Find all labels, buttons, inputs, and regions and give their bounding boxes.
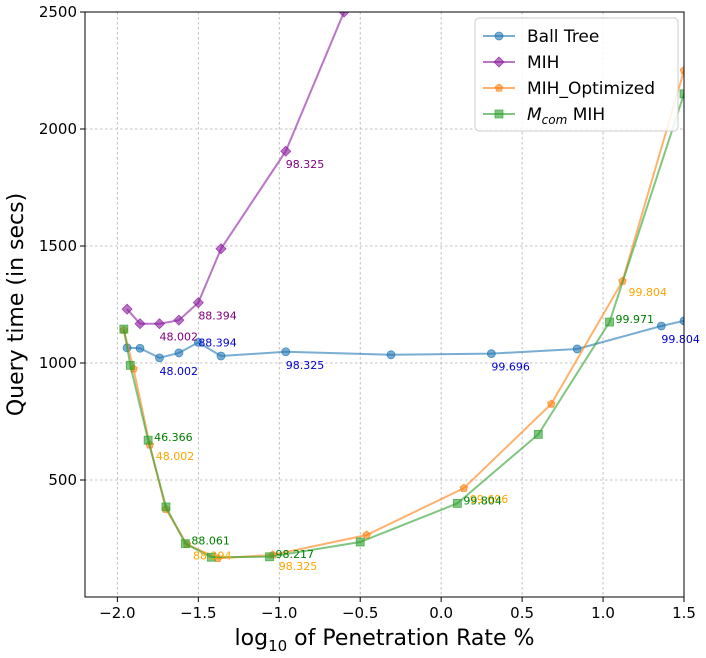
x-axis-title-rest: of Penetration Rate % — [287, 626, 534, 651]
legend-marker — [494, 83, 504, 92]
data-label: 99.804 — [628, 286, 667, 299]
data-label: 48.002 — [159, 365, 198, 378]
data-point-m-com-mih — [143, 435, 153, 445]
legend-box — [474, 17, 679, 132]
data-point-ball-tree — [486, 349, 496, 359]
data-point-ball-tree — [193, 338, 203, 347]
data-point-m-com-mih — [125, 360, 135, 370]
y-tick-label: 1500 — [39, 237, 77, 255]
data-label: 48.002 — [156, 450, 195, 463]
x-tick-label: 0.5 — [510, 604, 534, 622]
data-label: 88.061 — [191, 535, 230, 548]
legend-item-ball-tree: Ball Tree — [483, 27, 599, 47]
data-point-m-com-mih — [679, 89, 684, 99]
data-point-ball-tree — [386, 350, 396, 360]
y-tick-label: 2500 — [39, 3, 77, 21]
data-point-m-com-mih — [265, 552, 274, 562]
plot-frame — [84, 11, 685, 598]
legend-item-mih: MIH — [483, 53, 559, 73]
data-point-m-com-mih — [180, 539, 190, 549]
data-point-ball-tree — [216, 351, 226, 361]
data-point-m-com-mih — [161, 502, 171, 512]
data-point-mih — [173, 314, 185, 326]
data-label: 98.325 — [286, 158, 325, 171]
data-point-mih — [215, 243, 227, 255]
data-point-mih — [153, 318, 166, 330]
data-point-mih-optimized — [362, 530, 371, 539]
x-tick-label: −1.5 — [180, 604, 216, 622]
data-point-ball-tree — [155, 353, 164, 363]
data-point-ball-tree — [135, 343, 145, 353]
x-tick-label: 0.0 — [429, 604, 453, 622]
data-point-m-com-mih — [452, 498, 462, 508]
data-point-ball-tree — [656, 321, 666, 331]
data-point-mih-optimized — [459, 483, 469, 492]
legend-label: Mcom MIH — [527, 105, 605, 127]
data-point-m-com-mih — [119, 324, 129, 334]
legend-label: Ball Tree — [527, 27, 599, 47]
data-point-mih-optimized — [546, 399, 556, 408]
data-point-mih — [280, 145, 292, 157]
data-point-ball-tree — [174, 348, 184, 358]
data-point-m-com-mih — [355, 537, 365, 547]
x-tick-label: −1.0 — [261, 604, 297, 622]
data-label: 99.696 — [491, 361, 529, 374]
y-tick-label: 500 — [48, 471, 77, 489]
data-point-m-com-mih — [533, 429, 543, 439]
data-label: 98.325 — [286, 359, 325, 372]
legend-item-m-com-mih: Mcom MIH — [483, 105, 605, 127]
data-label: 99.696 — [470, 493, 509, 506]
data-point-ball-tree — [281, 347, 291, 357]
data-point-mih — [121, 303, 133, 315]
x-tick-label: −2.0 — [99, 604, 135, 622]
data-label: 88.394 — [198, 310, 237, 323]
y-axis-title: Query time (in secs) — [4, 193, 29, 416]
data-label: 98.217 — [276, 548, 315, 561]
data-point-m-com-mih — [605, 317, 614, 327]
legend-label: MIH — [527, 53, 559, 73]
data-point-m-com-mih — [206, 552, 216, 562]
data-label: 46.366 — [154, 431, 193, 444]
data-label: 48.002 — [159, 331, 198, 344]
series-line-m-com-mih — [122, 93, 684, 559]
y-tick-label: 1000 — [39, 354, 77, 372]
data-point-ball-tree — [572, 344, 582, 354]
legend: Ball Tree MIH MIH_Optimized Mcom MIH — [474, 17, 679, 132]
data-label: 88.394 — [193, 549, 232, 562]
x-tick-label: −0.5 — [342, 604, 378, 622]
data-point-ball-tree — [679, 316, 684, 326]
legend-marker — [494, 31, 504, 41]
data-label: 99.971 — [616, 313, 655, 326]
ticks: −2.0 −1.5 −1.0 −0.5 0.0 0.5 1.0 1.5 500 1000 1500 2… — [39, 3, 696, 622]
x-tick-label: 1.5 — [672, 604, 696, 622]
x-axis-title-main: log — [235, 626, 269, 651]
x-tick-label: 1.0 — [591, 604, 615, 622]
series-mih — [121, 12, 350, 330]
legend-label: MIH_Optimized — [527, 79, 655, 99]
legend-marker — [493, 56, 505, 68]
data-point-mih — [192, 297, 204, 309]
data-point-mih-optimized — [679, 66, 684, 75]
data-point-mih — [338, 12, 350, 18]
data-label: 98.325 — [279, 560, 318, 573]
legend-item-mih-optimized: MIH_Optimized — [483, 79, 655, 99]
series-m-com-mih — [119, 89, 684, 562]
data-label: 88.394 — [198, 336, 237, 349]
x-axis-title-sub: 10 — [268, 637, 287, 655]
data-label: 99.804 — [463, 494, 502, 507]
y-tick-label: 2000 — [39, 120, 77, 138]
x-axis-title: log10 of Penetration Rate % — [235, 626, 535, 655]
series-layer — [119, 12, 684, 563]
data-label: 99.804 — [661, 333, 700, 346]
legend-marker — [494, 109, 504, 119]
data-point-mih — [134, 318, 146, 330]
